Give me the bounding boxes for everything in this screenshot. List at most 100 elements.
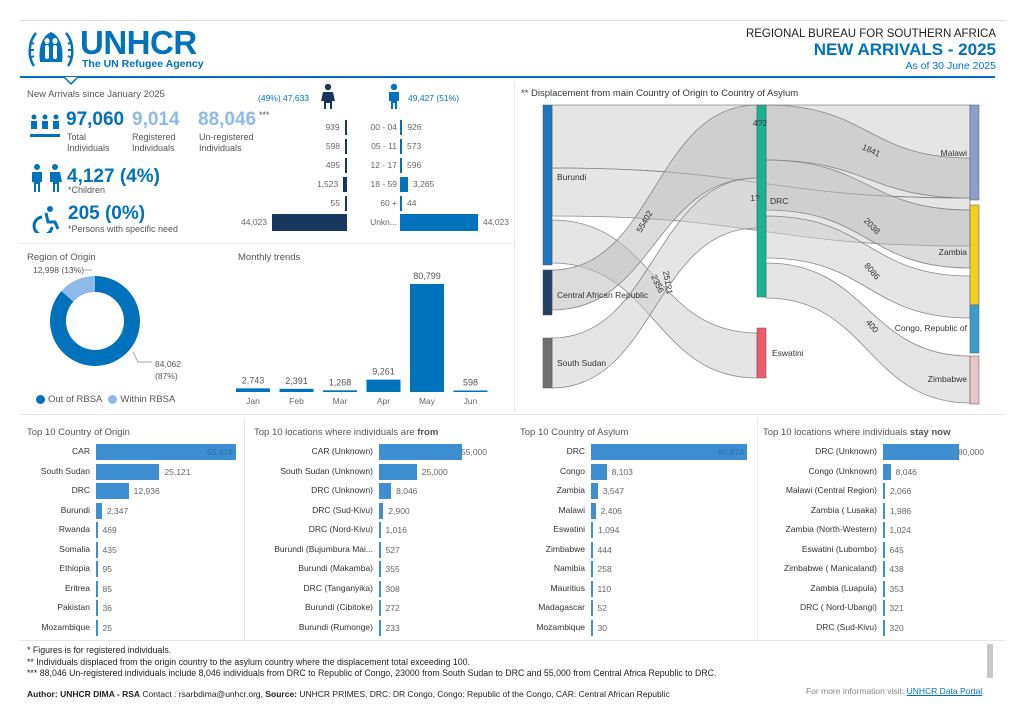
bar-value: 1,024 (889, 525, 911, 535)
bar-label: Zimbabwe (545, 543, 585, 554)
bar-label: Burundi (Rumonge) (298, 621, 373, 632)
header-rule (20, 76, 995, 78)
monthly-bar-mar (323, 390, 357, 392)
bar-value: 1,016 (385, 525, 407, 535)
region-origin-title: Region of Origin (27, 252, 96, 263)
male-total-label: 49,427 (51%) (408, 93, 460, 103)
donut-label-out-pct: (87%) (155, 371, 178, 381)
sankey-label-eswatini: Eswatini (772, 348, 804, 358)
bar-label: Somalia (59, 543, 90, 554)
bar (883, 522, 885, 538)
female-total-label: (49%) 47,633 (258, 93, 310, 103)
bar-value: 1,094 (598, 525, 620, 535)
bar-label: Zambia (556, 485, 585, 495)
monthly-value-label: 2,391 (285, 376, 308, 386)
bar-label: Madagascar (538, 602, 585, 612)
top-rule (20, 20, 1005, 21)
sankey-node-burundi (542, 104, 553, 266)
bar-value: 3,547 (602, 486, 625, 496)
bar (883, 541, 885, 558)
sankey-label-south-sudan: South Sudan (557, 358, 606, 368)
bar-label: Malawi (Central Region) (785, 485, 877, 495)
sankey-label-malawi: Malawi (941, 148, 968, 158)
bar-label: Burundi (Cibitoke) (304, 602, 373, 612)
bar (96, 463, 160, 480)
unhcr-emblem-icon (28, 32, 74, 67)
divider (20, 640, 1005, 641)
bar-value: 2,406 (600, 505, 622, 516)
data-portal-link[interactable]: UNHCR Data Portal (906, 686, 983, 696)
region-origin-donut: 12,998 (13%) 84,062 (87%) (33, 265, 181, 381)
bar-label: Ethiopia (59, 563, 90, 573)
top-from-title-bold: from (417, 427, 439, 438)
unregistered-label: Un-registered Individuals (199, 132, 254, 154)
monthly-bar-jun (453, 390, 488, 392)
bar-value: 8,103 (611, 466, 633, 477)
unregistered-value: 88,046 (198, 109, 257, 130)
sankey-node-car (542, 269, 553, 316)
bar-label: DRC (Nord-Kivu) (308, 524, 373, 534)
pyramid-female-bar (272, 214, 347, 231)
children-value: 4,127 (4%) (67, 166, 160, 188)
divider (514, 82, 515, 412)
pyramid-male-bar (400, 120, 403, 135)
monthly-tick-label: Feb (289, 396, 304, 406)
bar-label: CAR (72, 446, 90, 456)
pyramid-female-value: 939 (325, 122, 340, 132)
donut-slice-within-rbsa (61, 276, 95, 302)
bar (96, 444, 236, 460)
children-count: 4,127 (67, 166, 115, 187)
monthly-tick-label: Apr (377, 396, 390, 406)
bar-value: 2,900 (388, 505, 410, 516)
bar-value: 258 (597, 564, 612, 574)
monthly-value-label: 9,261 (372, 367, 395, 377)
bar-value: 55,418 (207, 447, 233, 457)
monthly-trends-chart: 2,743 Jan 2,391 Feb 1,268 Mar 9,261 Apr 80,799 Ma… (236, 271, 488, 406)
pyramid-age-label: 18 - 59 (370, 179, 397, 189)
bar (591, 541, 593, 558)
monthly-tick-label: Jun (464, 396, 478, 406)
registered-label: Registered Individuals (132, 132, 176, 154)
total-label-line1: Total (67, 132, 87, 142)
bar-value: 95 (102, 564, 112, 574)
monthly-bar-jan (236, 388, 270, 392)
bar (883, 444, 959, 460)
bar-label: Congo (559, 465, 585, 476)
pyramid-female-value: 598 (325, 141, 340, 151)
monthly-trends-title: Monthly trends (238, 252, 301, 263)
footnote-1: * Figures is for registered individuals. (27, 645, 172, 655)
bar (591, 561, 593, 577)
pyramid-female-bar (343, 177, 347, 192)
logo-wordmark: UNHCR (80, 24, 197, 61)
pyramid-male-bar (400, 177, 408, 192)
bar-label: Congo (Unknown) (808, 465, 877, 476)
children-label: *Children (68, 185, 106, 195)
scrollbar[interactable] (987, 644, 993, 678)
sankey-node-south-sudan (542, 337, 553, 389)
bar-value: 1,986 (889, 505, 912, 516)
bureau-name: REGIONAL BUREAU FOR SOUTHERN AFRICA (745, 28, 996, 40)
legend-dot-within (108, 395, 118, 404)
wheelchair-icon (30, 205, 60, 238)
pyramid-male-value: 596 (407, 160, 422, 170)
more-info: For more information visit: UNHCR Data P… (806, 686, 982, 696)
sankey-label-zambia: Zambia (939, 247, 968, 257)
pyramid-male-value: 44 (407, 198, 417, 208)
sankey-title: ** Displacement from main Country of Ori… (521, 88, 799, 99)
bar-label: Burundi (Makamba) (298, 563, 373, 573)
bar (96, 502, 102, 519)
more-info-text: For more information visit: (806, 686, 907, 696)
bar-label: Namibia (553, 563, 585, 573)
bar-value: 321 (889, 603, 904, 613)
bar-label: DRC ( Nord-Ubangi) (800, 602, 877, 612)
bar (591, 463, 607, 480)
top-from-chart: CAR (Unknown) 55,000 South Sudan (Unknown)… (245, 443, 513, 639)
bar (96, 522, 98, 538)
pyramid-male-value: 573 (407, 141, 422, 151)
bar-label: DRC (Sud-Kivu) (312, 504, 373, 515)
bar-label: Burundi (60, 504, 90, 515)
legend-dot-out (36, 395, 45, 404)
bar (96, 580, 98, 597)
author-name: UNHCR DIMA - RSA (60, 689, 141, 699)
displacement-sankey: Burundi Central African Republic South Sud… (542, 104, 980, 405)
